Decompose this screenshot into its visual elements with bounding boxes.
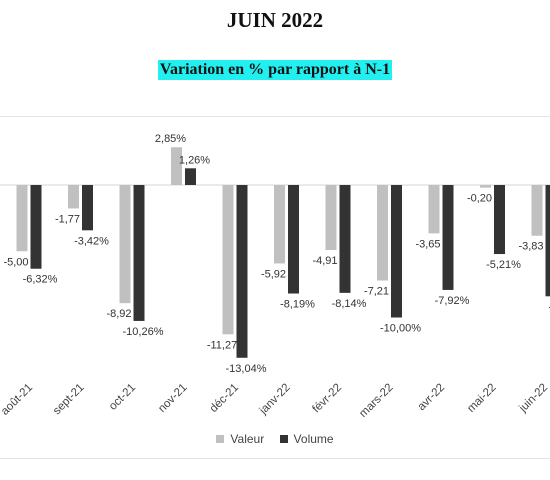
bar-valeur-8 — [428, 185, 440, 234]
data-label-volume-10: -8, — [549, 301, 550, 313]
x-tick-label-2: oct-21 — [107, 382, 138, 413]
legend-label-volume: Volume — [293, 432, 334, 446]
data-label-valeur-5: -5,92 — [261, 268, 286, 280]
bar-volume-6 — [339, 185, 351, 293]
chart-subtitle: Variation en % par rapport à N-1 — [157, 60, 393, 80]
bar-valeur-6 — [325, 185, 337, 251]
data-label-valeur-3: 2,85% — [155, 133, 186, 145]
legend-label-valeur: Valeur — [230, 432, 265, 446]
legend-swatch-volume — [279, 435, 288, 443]
data-label-valeur-2: -8,92 — [106, 308, 131, 320]
bar-volume-0 — [30, 185, 42, 269]
data-label-valeur-9: -0,20 — [467, 193, 492, 205]
chart-title: JUIN 2022 — [226, 8, 324, 32]
data-label-volume-3: 1,26% — [179, 154, 210, 166]
legend-item-volume: Volume — [279, 432, 334, 446]
data-label-volume-7: -10,00% — [380, 323, 421, 335]
bar-valeur-2 — [119, 185, 131, 304]
data-label-valeur-0: -5,00 — [3, 256, 28, 268]
x-tick-label-0: août-21 — [0, 382, 35, 418]
bar-volume-10 — [545, 185, 550, 297]
bar-valeur-1 — [68, 185, 79, 209]
x-tick-label-1: sept-21 — [51, 382, 87, 418]
legend-item-valeur: Valeur — [216, 432, 264, 446]
plot-top-border — [0, 116, 550, 117]
bar-valeur-7 — [377, 185, 388, 281]
data-label-valeur-10: -3,83 — [518, 241, 543, 253]
plot-bottom-border — [0, 458, 550, 459]
x-tick-label-8: avr-22 — [416, 382, 448, 414]
x-tick-label-9: mai-22 — [465, 382, 498, 415]
x-tick-label-6: févr-22 — [310, 382, 344, 416]
bar-volume-7 — [391, 185, 402, 318]
data-label-valeur-8: -3,65 — [415, 238, 440, 250]
bar-volume-2 — [133, 185, 145, 321]
bar-valeur-4 — [222, 185, 234, 335]
x-tick-label-5: janv-22 — [257, 382, 293, 418]
bar-volume-4 — [236, 185, 248, 358]
x-tick-label-3: nov-21 — [156, 382, 189, 415]
bar-volume-9 — [494, 185, 505, 255]
bar-valeur-5 — [274, 185, 285, 264]
data-label-volume-8: -7,92% — [435, 295, 470, 307]
data-label-valeur-1: -1,77 — [55, 213, 80, 225]
bar-valeur-0 — [16, 185, 28, 252]
bar-volume-5 — [288, 185, 299, 294]
data-label-volume-0: -6,32% — [23, 274, 58, 286]
x-tick-label-7: mars-22 — [357, 382, 395, 420]
bar-volume-3 — [185, 168, 196, 185]
bar-valeur-3 — [171, 147, 182, 185]
data-label-valeur-6: -4,91 — [312, 255, 337, 267]
bar-volume-1 — [82, 185, 93, 231]
data-label-volume-4: -13,04% — [226, 363, 267, 375]
bar-volume-8 — [442, 185, 454, 290]
data-label-volume-9: -5,21% — [486, 259, 521, 271]
bar-valeur-10 — [531, 185, 543, 236]
legend-swatch-valeur — [216, 435, 225, 443]
chart-legend: Valeur Volume — [0, 432, 550, 446]
x-tick-label-4: déc-21 — [208, 382, 241, 415]
data-label-volume-5: -8,19% — [280, 299, 315, 311]
data-label-volume-2: -10,26% — [123, 326, 164, 338]
data-label-valeur-4: -11,27 — [207, 339, 237, 351]
data-label-valeur-7: -7,21 — [364, 286, 389, 298]
data-label-volume-1: -3,42% — [74, 235, 109, 247]
bar-valeur-9 — [480, 185, 491, 188]
x-tick-label-10: juin-22 — [517, 382, 550, 416]
data-label-volume-6: -8,14% — [332, 298, 367, 310]
